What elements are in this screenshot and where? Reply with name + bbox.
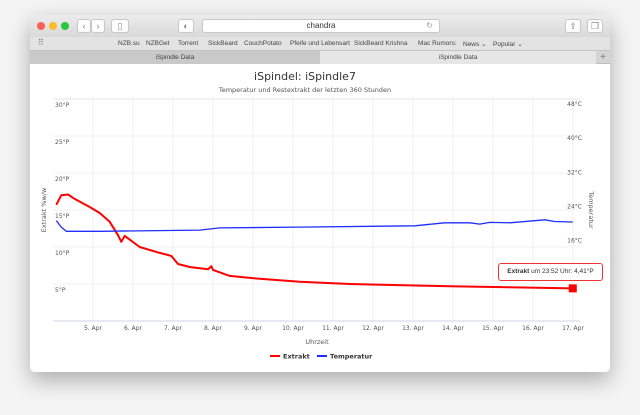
y-right-tick-label: 48°C xyxy=(567,101,582,108)
close-button[interactable] xyxy=(37,22,45,30)
bookmark-sickbeard[interactable]: SickBeard xyxy=(208,40,238,47)
x-tick-label: 17. Apr xyxy=(562,325,584,332)
y-left-tick-label: 15°P xyxy=(55,213,70,220)
x-tick-label: 14. Apr xyxy=(442,325,464,332)
sidebar-icon[interactable]: ▯ xyxy=(111,19,129,33)
y-left-tick-label: 5°P xyxy=(55,287,66,294)
legend-extrakt[interactable]: Extrakt xyxy=(270,353,310,361)
address-bar[interactable]: chandra ↻ xyxy=(202,19,440,33)
bookmark-news[interactable]: News ⌄ xyxy=(463,41,487,48)
y-right-tick-label: 16°C xyxy=(567,238,582,245)
tabs-icon[interactable]: ❐ xyxy=(587,19,603,33)
y-right-tick-label: 24°C xyxy=(567,203,582,210)
page-content: iSpindel: iSpindle7 Temperatur und Reste… xyxy=(30,64,610,372)
x-tick-label: 16. Apr xyxy=(522,325,544,332)
grid-icon[interactable]: ⠿ xyxy=(38,38,44,47)
bookmark-nzbget[interactable]: NZBGet xyxy=(146,40,170,47)
y-left-tick-label: 20°P xyxy=(55,176,70,183)
chart-title: iSpindel: iSpindle7 xyxy=(254,70,356,83)
bookmark-nzbsu[interactable]: NZB.su xyxy=(118,40,140,47)
x-tick-label: 13. Apr xyxy=(402,325,424,332)
tab-ispindle-data-2[interactable]: iSpindle Data xyxy=(320,51,596,64)
bookmark-torrent[interactable]: Torrent xyxy=(178,40,199,47)
x-tick-label: 9. Apr xyxy=(244,325,263,332)
reload-icon[interactable]: ↻ xyxy=(426,21,433,30)
bookmark-sickbeard-krishna[interactable]: SickBeard Krishna xyxy=(354,40,408,47)
chart: iSpindel: iSpindle7 Temperatur und Reste… xyxy=(40,70,595,361)
x-tick-label: 12. Apr xyxy=(362,325,384,332)
y-right-tick-label: 40°C xyxy=(567,135,582,142)
bookmarks-bar: ⠿ NZB.su NZBGet Torrent SickBeard CouchP… xyxy=(30,37,610,50)
tooltip-series: Extrakt xyxy=(507,268,530,275)
y-right-axis-title: Temperatur xyxy=(587,190,595,229)
x-axis-title: Uhrzeit xyxy=(305,338,329,346)
plus-icon[interactable]: + xyxy=(600,52,606,63)
series-line-extrakt xyxy=(55,193,573,290)
y-left-axis-title: Extrakt %w/w xyxy=(40,187,48,232)
y-left-tick-label: 25°P xyxy=(55,139,70,146)
y-right-tick-label: 32°C xyxy=(567,169,582,176)
tooltip: Extrakt um 23:52 Uhr: 4,41°P xyxy=(498,263,603,281)
y-left-tick-label: 10°P xyxy=(55,250,70,257)
tab-ispindle-data-1[interactable]: iSpindle Data xyxy=(30,51,320,64)
legend-label: Extrakt xyxy=(283,353,310,361)
zoom-button[interactable] xyxy=(61,22,69,30)
privacy-icon[interactable]: ◐ xyxy=(178,19,194,33)
minimize-button[interactable] xyxy=(49,22,57,30)
browser-window: ‹ › ▯ ◐ chandra ↻ ⇪ ❐ ⠿ NZB.su NZBGet Tor… xyxy=(30,15,610,372)
legend-label: Temperatur xyxy=(330,353,373,361)
x-tick-label: 10. Apr xyxy=(282,325,304,332)
hover-marker xyxy=(568,284,577,293)
address-text: chandra xyxy=(306,21,336,30)
toolbar: ‹ › ▯ ◐ chandra ↻ ⇪ ❐ xyxy=(30,15,610,37)
bookmark-couchpotato[interactable]: CouchPotato xyxy=(244,40,282,47)
chart-subtitle: Temperatur und Restextrakt der letzten 3… xyxy=(218,86,391,94)
bookmark-macrumors[interactable]: Mac Rumors: xyxy=(418,40,457,47)
bookmark-popular[interactable]: Popular ⌄ xyxy=(493,41,523,48)
x-tick-label: 5. Apr xyxy=(84,325,103,332)
y-left-tick-label: 30°P xyxy=(55,102,70,109)
forward-icon[interactable]: › xyxy=(91,19,105,33)
tab-bar: iSpindle Data iSpindle Data + xyxy=(30,50,610,64)
back-icon[interactable]: ‹ xyxy=(77,19,91,33)
x-tick-label: 6. Apr xyxy=(124,325,143,332)
tooltip-text: um 23:52 Uhr: 4,41°P xyxy=(529,268,594,275)
share-icon[interactable]: ⇪ xyxy=(565,19,581,33)
bookmark-pfeife[interactable]: Pfeife und Lebensart xyxy=(290,40,350,47)
x-tick-label: 11. Apr xyxy=(322,325,344,332)
legend-temperatur[interactable]: Temperatur xyxy=(317,353,373,361)
x-tick-label: 7. Apr xyxy=(164,325,183,332)
x-tick-label: 8. Apr xyxy=(204,325,223,332)
series-line-temperatur xyxy=(55,219,573,232)
x-tick-label: 15. Apr xyxy=(482,325,504,332)
